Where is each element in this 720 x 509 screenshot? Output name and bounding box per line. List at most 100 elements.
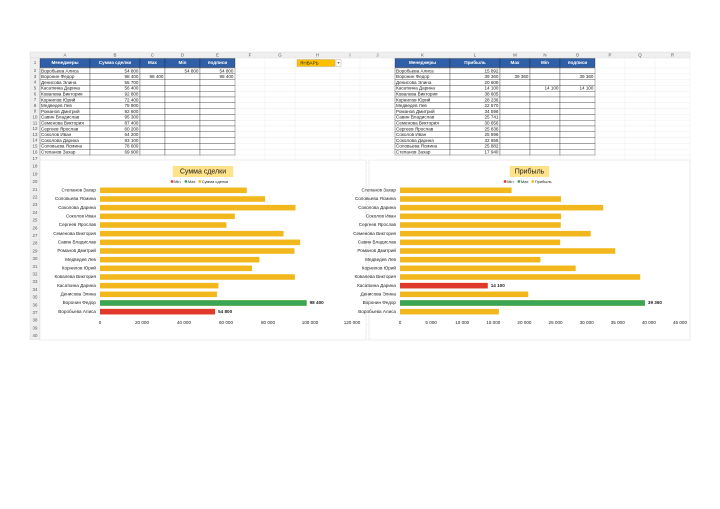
table-cell: [529, 79, 561, 86]
table-cell: [529, 137, 561, 144]
bar: [100, 222, 227, 228]
x-tick-label: 0: [99, 320, 102, 325]
cell-value: 25 836: [484, 126, 498, 131]
column-letter: B: [114, 52, 117, 57]
x-tick-label: 120 000: [344, 320, 361, 325]
table-cell: [199, 137, 236, 144]
cell-value: 92 800: [124, 92, 138, 97]
category-label: Соколова Дарина: [358, 205, 396, 210]
legend-marker: [503, 180, 507, 183]
table-cell: [139, 131, 166, 138]
bar: [400, 256, 541, 263]
x-tick-label: 40 000: [642, 320, 656, 325]
table-cell: [164, 96, 201, 103]
x-tick-label: 15 000: [486, 320, 500, 325]
bar: [400, 265, 576, 272]
column-letter: G: [278, 52, 282, 57]
category-label: Савин Владислав: [358, 240, 397, 245]
row-number: 12: [33, 126, 38, 131]
row-number: 5: [34, 85, 37, 90]
cell-value: 28 236: [484, 97, 498, 102]
table-cell: [559, 131, 596, 138]
table-cell: [559, 143, 596, 150]
column-letter: D: [181, 52, 184, 57]
table-cell: [139, 91, 166, 98]
table-cell: [499, 125, 531, 132]
table-cell: [139, 79, 166, 86]
manager-name: Романов Дмитрий: [396, 108, 435, 114]
category-label: Сергеев Ярослав: [59, 222, 97, 227]
table-cell: [164, 85, 201, 92]
dropdown-arrow[interactable]: [337, 62, 340, 64]
bar: [400, 230, 591, 237]
category-label: Соловьева Ясмина: [355, 196, 397, 201]
row-number: 16: [33, 149, 38, 154]
month-selector[interactable]: [296, 59, 336, 67]
category-label: Ковалева Виктория: [354, 274, 396, 279]
manager-name: Соколов Иван: [41, 132, 72, 137]
table-header-text: подписи: [208, 60, 228, 65]
bar: [100, 248, 295, 254]
table-cell: [139, 137, 166, 144]
cell-value: 98 400: [219, 74, 233, 79]
table-header-text: Min: [179, 60, 187, 65]
row-number: 26: [33, 225, 38, 230]
table-cell: [499, 120, 531, 127]
table-cell: [499, 91, 531, 98]
month-selector-text[interactable]: ЯНВАРЬ: [300, 60, 319, 65]
x-tick-label: 20 000: [517, 320, 531, 325]
row-number: 4: [34, 80, 37, 85]
category-label: Медведев Лев: [65, 257, 96, 262]
table-header-text: Max: [148, 60, 157, 65]
cell-value: 69 900: [124, 150, 138, 155]
table-cell: [164, 143, 201, 150]
table-cell: [529, 131, 561, 138]
chart-title: Прибыль: [515, 168, 545, 176]
table-cell: [199, 120, 236, 127]
manager-name: Степанов Захар: [41, 150, 76, 155]
row-number: 40: [33, 333, 38, 338]
table-cell: [499, 143, 531, 150]
manager-name: Ковалева Виктория: [41, 92, 83, 97]
category-label: Соколова Дарина: [58, 205, 96, 210]
bar: [100, 204, 296, 211]
row-number: 35: [33, 295, 38, 300]
row-number: 30: [33, 256, 38, 261]
table-cell: [139, 114, 166, 121]
bar: [100, 187, 247, 194]
table-cell: [499, 67, 531, 74]
x-tick-label: 45 000: [673, 320, 687, 325]
bar: [400, 248, 616, 254]
category-label: Касаткина Дарина: [57, 283, 96, 288]
manager-name: Медведев Лев: [41, 103, 72, 108]
row-number: 1: [34, 60, 37, 65]
cell-value: 32 655: [484, 138, 498, 143]
manager-name: Воронин Федор: [396, 74, 430, 79]
row-number: 10: [33, 114, 38, 119]
column-letter: M: [513, 52, 517, 57]
bar: [400, 239, 561, 246]
table-cell: [499, 85, 531, 92]
manager-name: Воробьева Алиса: [396, 68, 434, 73]
column-letter: N: [543, 52, 546, 57]
table-cell: [164, 73, 201, 80]
table-cell: [199, 79, 236, 86]
row-number: 32: [33, 272, 38, 277]
table-cell: [139, 143, 166, 150]
row-number: 6: [34, 91, 37, 96]
table-cell: [164, 149, 201, 156]
row-number: 7: [34, 97, 37, 102]
table-cell: [559, 79, 596, 86]
manager-name: Соколова Дарина: [41, 138, 79, 143]
table-cell: [164, 91, 201, 98]
column-letter: Q: [638, 52, 642, 57]
column-letter: H: [316, 52, 319, 57]
cell-value: 78 600: [124, 144, 138, 149]
column-letter: R: [671, 52, 674, 57]
legend-marker: [531, 180, 535, 183]
bar: [100, 196, 266, 202]
bar: [400, 204, 604, 211]
cell-value: 20 609: [484, 80, 498, 85]
manager-name: Корнилов Юрий: [396, 96, 431, 102]
cell-value: 92 600: [124, 109, 138, 114]
